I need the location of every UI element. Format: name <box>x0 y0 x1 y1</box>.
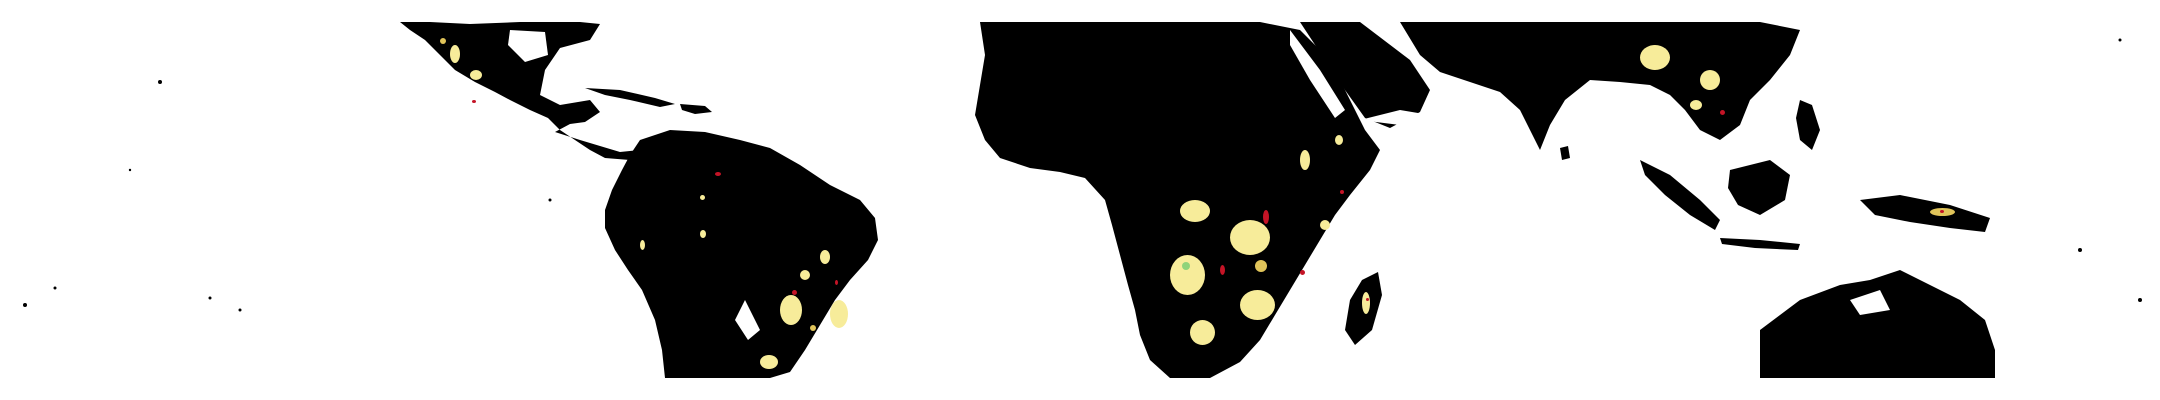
land-cover-patch-light <box>1240 290 1275 320</box>
land-cover-patch-light <box>700 195 705 200</box>
land-cover-patch-high <box>1300 270 1305 275</box>
land-cover-patch-veg <box>1182 262 1190 270</box>
land-cover-patch-high <box>472 100 476 103</box>
land-cover-patch-light <box>1335 135 1343 145</box>
land-cover-patch-high <box>1340 190 1344 194</box>
land-cover-patch-light <box>450 45 460 63</box>
asia-landmass <box>1400 22 1800 150</box>
land-cover-patch-light <box>1362 292 1370 314</box>
land-cover-patch-high <box>1720 110 1725 115</box>
land-cover-patch-light <box>1170 255 1205 295</box>
land-cover-patch-medium <box>1255 260 1267 272</box>
land-cover-patch-light <box>1320 220 1330 230</box>
land-cover-patch-high <box>715 172 721 176</box>
land-cover-patch-medium <box>810 325 816 331</box>
land-cover-patch-light <box>780 295 802 325</box>
land-cover-patch-high <box>835 280 838 285</box>
land-cover-patch-light <box>1180 200 1210 222</box>
land-cover-patch-light <box>1300 150 1310 170</box>
java <box>1720 238 1800 250</box>
land-cover-patch-high <box>1220 265 1225 275</box>
land-cover-patch-light <box>1690 100 1702 110</box>
africa-landmass <box>975 22 1380 378</box>
caribbean-islands <box>585 88 675 107</box>
land-cover-patch-light <box>1190 320 1215 345</box>
land-cover-patch-light <box>1230 220 1270 255</box>
land-cover-patch-light <box>820 250 830 264</box>
pacific-islands <box>23 38 2142 312</box>
hispaniola <box>680 104 712 114</box>
central-america-landmass <box>400 22 660 163</box>
land-cover-patch-high <box>1263 210 1269 224</box>
south-america-landmass <box>605 130 878 378</box>
land-cover-overlays <box>440 38 1955 369</box>
masked-regions <box>508 30 1890 340</box>
australia-landmass <box>1760 270 1995 378</box>
new-guinea <box>1860 195 1990 232</box>
philippines <box>1796 100 1820 150</box>
land-cover-patch-light <box>470 70 482 80</box>
land-cover-patch-light <box>1700 70 1720 90</box>
land-cover-patch-light <box>700 230 706 238</box>
land-cover-patch-high <box>792 290 797 295</box>
land-cover-patch-light <box>830 300 848 328</box>
land-cover-patch-light <box>640 240 645 250</box>
land-cover-patch-high <box>1366 298 1369 301</box>
sumatra <box>1640 160 1720 230</box>
land-cover-patch-light <box>1640 45 1670 70</box>
borneo <box>1728 160 1790 215</box>
land-cover-patch-light <box>800 270 810 280</box>
land-cover-patch-light <box>760 355 778 369</box>
arabian-peninsula <box>1300 22 1430 128</box>
land-cover-patch-high <box>1940 210 1944 213</box>
sri-lanka <box>1560 146 1570 160</box>
land-cover-patch-medium <box>440 38 446 44</box>
